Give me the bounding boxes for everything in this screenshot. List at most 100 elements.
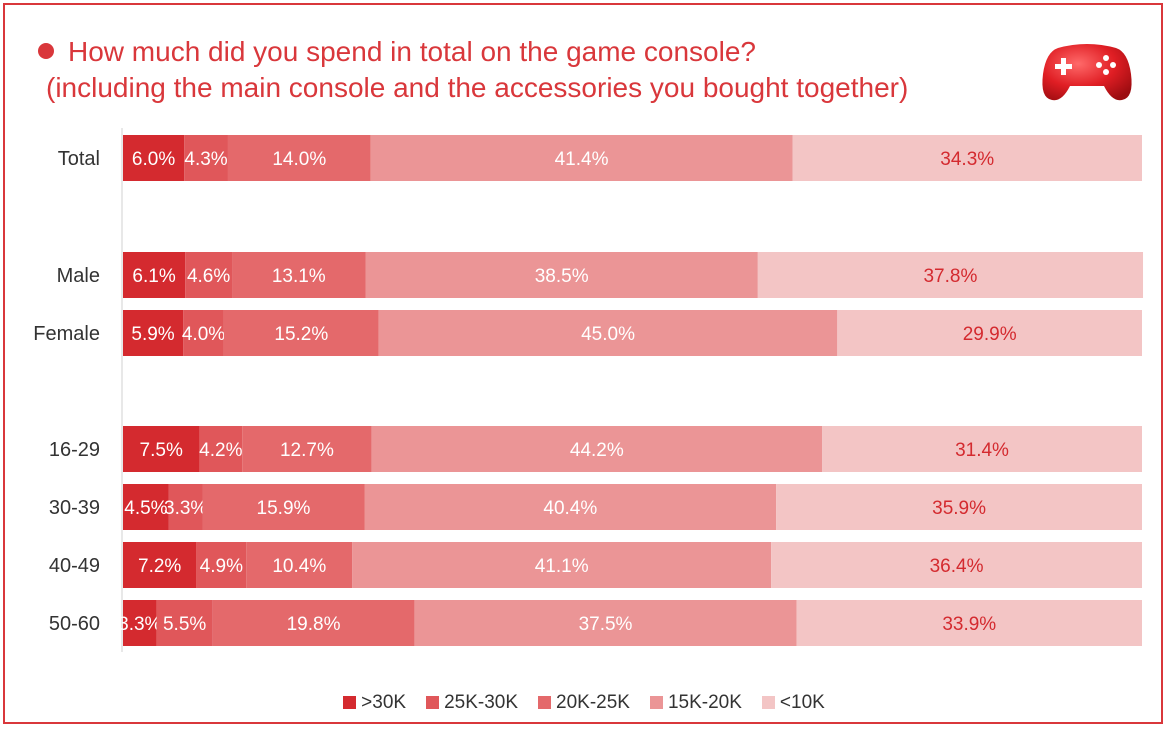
chart-title: How much did you spend in total on the g… <box>38 34 1038 106</box>
category-label-16-29: 16-29 <box>49 439 100 461</box>
legend-item-25k-30k: 25K-30K <box>426 692 518 714</box>
legend-label-25k-30k: 25K-30K <box>444 692 519 713</box>
bar-16-29-25k-30k <box>199 426 243 472</box>
bar-female-15k-20k <box>378 310 838 356</box>
bar-50-60-10k <box>796 600 1142 646</box>
data-label-50-60-30k: 3.3% <box>118 614 161 635</box>
data-label-female-20k-25k: 15.2% <box>274 324 328 345</box>
bar-50-60-30k <box>123 600 157 646</box>
bar-total-15k-20k <box>370 135 793 181</box>
bar-total-30k <box>123 135 185 181</box>
data-label-total-30k: 6.0% <box>132 149 175 170</box>
data-label-total-10k: 34.3% <box>940 149 994 170</box>
bar-male-30k <box>123 252 186 298</box>
bar-40-49-10k <box>771 542 1142 588</box>
title-line-2: (including the main console and the acce… <box>46 72 909 103</box>
data-label-total-20k-25k: 14.0% <box>272 149 326 170</box>
data-label-16-29-30k: 7.5% <box>140 440 183 461</box>
bar-50-60-20k-25k <box>212 600 415 646</box>
legend-label-15k-20k: 15K-20K <box>667 692 742 713</box>
data-label-male-10k: 37.8% <box>923 266 977 287</box>
data-label-male-30k: 6.1% <box>132 266 175 287</box>
category-label-30-39: 30-39 <box>49 497 100 519</box>
bar-male-20k-25k <box>232 252 366 298</box>
bar-16-29-20k-25k <box>242 426 372 472</box>
data-label-50-60-10k: 33.9% <box>942 614 996 635</box>
data-label-40-49-30k: 7.2% <box>138 556 181 577</box>
bar-total-20k-25k <box>227 135 371 181</box>
data-label-16-29-10k: 31.4% <box>955 440 1009 461</box>
bar-40-49-30k <box>123 542 197 588</box>
legend-swatch-30k <box>343 696 357 709</box>
bar-total-10k <box>792 135 1142 181</box>
data-label-total-25k-30k: 4.3% <box>184 149 227 170</box>
bar-40-49-20k-25k <box>246 542 353 588</box>
chart-frame <box>3 3 1163 724</box>
legend-label-20k-25k: 20K-25K <box>556 692 630 713</box>
category-label-male: Male <box>57 265 100 287</box>
data-label-40-49-10k: 36.4% <box>930 556 984 577</box>
bar-female-10k <box>837 310 1142 356</box>
data-label-female-25k-30k: 4.0% <box>182 324 225 345</box>
data-label-50-60-15k-20k: 37.5% <box>579 614 633 635</box>
bar-40-49-15k-20k <box>352 542 772 588</box>
legend-item-20k-25k: 20K-25K <box>538 692 630 714</box>
bar-40-49-25k-30k <box>196 542 247 588</box>
data-label-male-20k-25k: 13.1% <box>272 266 326 287</box>
legend-item-30k: >30K <box>343 692 406 714</box>
legend-item-15k-20k: 15K-20K <box>649 692 742 714</box>
bar-30-39-10k <box>776 484 1142 530</box>
bar-30-39-25k-30k <box>168 484 203 530</box>
data-label-30-39-30k: 4.5% <box>124 498 167 519</box>
category-label-50-60: 50-60 <box>49 613 100 635</box>
bar-female-30k <box>123 310 184 356</box>
gamepad-icon <box>1042 44 1132 101</box>
bar-male-15k-20k <box>365 252 758 298</box>
data-label-30-39-20k-25k: 15.9% <box>257 498 311 519</box>
category-label-female: Female <box>33 323 100 345</box>
bar-female-20k-25k <box>223 310 379 356</box>
data-label-male-25k-30k: 4.6% <box>187 266 230 287</box>
data-label-30-39-15k-20k: 40.4% <box>543 498 597 519</box>
data-label-50-60-20k-25k: 19.8% <box>287 614 341 635</box>
bar-male-10k <box>757 252 1144 298</box>
data-label-female-15k-20k: 45.0% <box>581 324 635 345</box>
bar-50-60-15k-20k <box>414 600 797 646</box>
legend-label-30k: >30K <box>361 692 407 713</box>
data-label-16-29-25k-30k: 4.2% <box>199 440 242 461</box>
title-line-1: How much did you spend in total on the g… <box>38 34 1038 70</box>
bar-30-39-15k-20k <box>364 484 777 530</box>
bar-30-39-20k-25k <box>202 484 365 530</box>
legend-label-10k: <10K <box>779 692 825 713</box>
stacked-bar-chart: Total 6.0% 4.3% 14.0% 41.4% 34.3% Male 6.1% 4.6%… <box>33 128 1144 652</box>
data-label-female-10k: 29.9% <box>963 324 1017 345</box>
category-label-total: Total <box>58 148 100 170</box>
bar-male-25k-30k <box>185 252 233 298</box>
bullet-dot-icon <box>38 43 54 59</box>
data-label-30-39-25k-30k: 3.3% <box>164 498 207 519</box>
data-label-male-15k-20k: 38.5% <box>535 266 589 287</box>
data-label-female-30k: 5.9% <box>131 324 174 345</box>
data-label-40-49-20k-25k: 10.4% <box>272 556 326 577</box>
category-label-40-49: 40-49 <box>49 555 100 577</box>
bar-16-29-15k-20k <box>371 426 823 472</box>
data-label-40-49-25k-30k: 4.9% <box>200 556 243 577</box>
data-label-30-39-10k: 35.9% <box>932 498 986 519</box>
legend-swatch-25k-30k <box>426 696 440 709</box>
data-label-50-60-25k-30k: 5.5% <box>163 614 206 635</box>
bar-total-25k-30k <box>184 135 228 181</box>
data-label-16-29-15k-20k: 44.2% <box>570 440 624 461</box>
data-label-total-15k-20k: 41.4% <box>555 149 609 170</box>
data-label-16-29-20k-25k: 12.7% <box>280 440 334 461</box>
legend-swatch-20k-25k <box>538 696 552 709</box>
bar-16-29-10k <box>822 426 1142 472</box>
bar-30-39-30k <box>123 484 169 530</box>
bar-16-29-30k <box>123 426 200 472</box>
bar-female-25k-30k <box>183 310 224 356</box>
legend-item-10k: <10K <box>761 692 825 714</box>
legend-swatch-10k <box>761 696 775 709</box>
chart-legend: >30K 25K-30K 20K-25K 15K-20K <10K <box>0 692 1168 714</box>
title-line-1-text: How much did you spend in total on the g… <box>68 36 756 67</box>
bar-50-60-25k-30k <box>156 600 213 646</box>
legend-swatch-15k-20k <box>649 696 663 709</box>
